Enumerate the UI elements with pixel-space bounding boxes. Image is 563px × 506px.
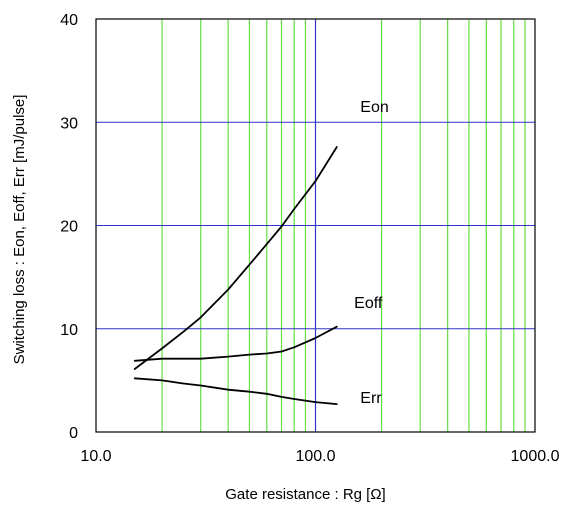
y-tick-label: 40 [60, 12, 78, 29]
series-line-err [133, 377, 338, 406]
plot-frame [95, 18, 536, 433]
x-tick-label: 10.0 [80, 448, 111, 465]
series-labels: Eon Eoff Err [354, 99, 389, 407]
x-tick-label: 1000.0 [511, 448, 560, 465]
y-tick-label: 30 [60, 115, 78, 132]
series-label-eoff: Eoff [354, 295, 383, 312]
series-label-err: Err [360, 390, 382, 407]
x-tick-label: 100.0 [295, 448, 335, 465]
y-tick-label: 0 [69, 425, 78, 442]
grid-layer [96, 19, 535, 432]
series-line-eoff [133, 325, 338, 362]
y-axis-title: Switching loss : Eon, Eoff, Err [mJ/puls… [11, 95, 28, 365]
tick-labels: 10.0 100.0 1000.0 0 10 20 30 40 [60, 12, 559, 465]
x-axis-title: Gate resistance : Rg [Ω] [225, 486, 385, 503]
y-tick-label: 20 [60, 219, 78, 236]
series-line-eon [133, 146, 338, 370]
y-tick-label: 10 [60, 322, 78, 339]
series-lines [133, 146, 338, 406]
series-label-eon: Eon [360, 99, 388, 116]
